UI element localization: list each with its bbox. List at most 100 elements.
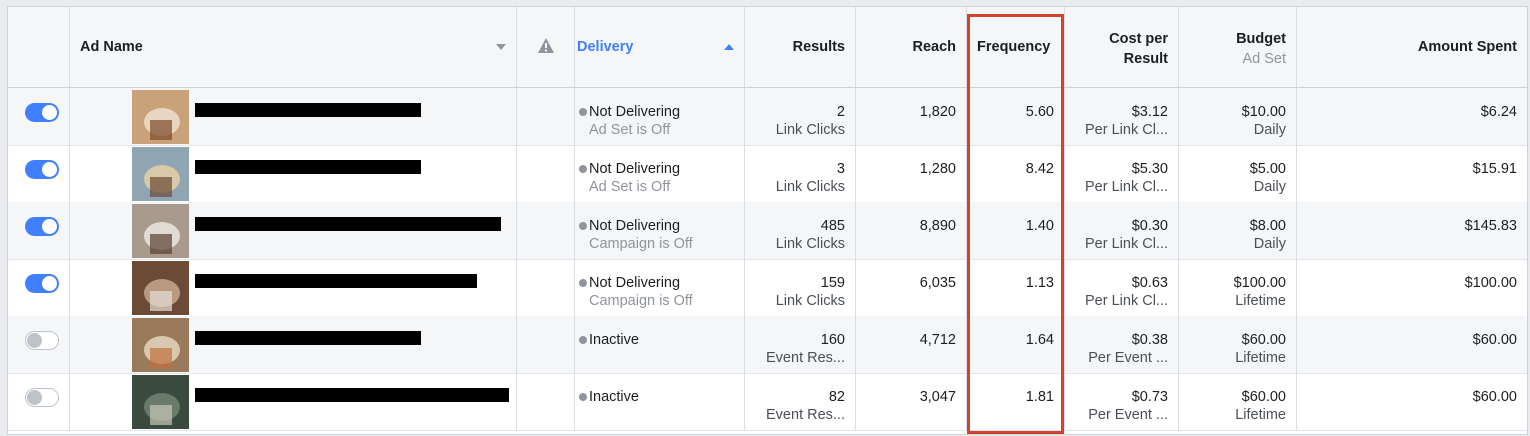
ad-name-cell[interactable] [70,88,517,145]
warning-cell [517,373,575,430]
reach-value: 8,890 [919,218,956,234]
status-dot-icon [579,108,587,116]
delivery-status-label: Not Delivering [589,161,681,177]
redacted-ad-name [195,274,477,288]
header-reach[interactable]: Reach [856,7,967,87]
header-budget-line1: Budget [1236,31,1286,47]
cost-per-result-value: $3.12 Per Link Cl... [1085,103,1168,139]
delivery-status: Not Delivering Ad Set is Off [579,160,681,196]
budget-cell: $60.00 Lifetime [1179,316,1297,373]
table-row[interactable]: Inactive 160 Event Res... 4,712 1.64 $0.… [8,316,1527,374]
cost-per-result-amount: $0.63 [1131,275,1168,291]
cost-per-result-value: $5.30 Per Link Cl... [1085,160,1168,196]
header-budget[interactable]: Budget Ad Set [1179,7,1297,87]
header-frequency[interactable]: Frequency [967,7,1065,87]
redacted-ad-name [195,388,509,402]
budget-value: $60.00 Lifetime [1235,331,1286,367]
cost-per-result-amount: $0.38 [1131,332,1168,348]
cost-per-result-amount: $5.30 [1131,161,1168,177]
cost-per-result-cell: $0.30 Per Link Cl... [1065,202,1179,259]
table-row[interactable]: Not Delivering Ad Set is Off 3 Link Clic… [8,145,1527,203]
frequency-value: 1.81 [1025,389,1054,405]
sort-ascending-icon[interactable] [724,44,734,50]
header-delivery[interactable]: Delivery [575,7,745,87]
budget-type: Daily [1253,236,1286,252]
header-results[interactable]: Results [745,7,856,87]
delivery-status-sub: Ad Set is Off [589,122,671,138]
header-cost-per-result-label: Cost per Result [1109,29,1168,69]
header-reach-label: Reach [912,39,956,55]
cost-per-result-value: $0.38 Per Event ... [1088,331,1168,367]
ad-name-cell[interactable] [70,259,517,316]
header-warning[interactable] [517,7,575,87]
warning-cell [517,316,575,373]
delivery-status-label: Inactive [589,389,639,405]
ad-status-toggle[interactable] [25,217,59,236]
cost-per-result-type: Per Link Cl... [1085,236,1168,252]
ad-thumbnail [132,204,189,258]
budget-cell: $10.00 Daily [1179,88,1297,145]
ad-status-toggle[interactable] [25,274,59,293]
frequency-cell: 1.81 [967,373,1065,430]
header-cpr-line1: Cost per [1109,31,1168,47]
delivery-status-sub: Ad Set is Off [589,179,671,195]
budget-amount: $60.00 [1241,332,1286,348]
table-row[interactable]: Inactive 82 Event Res... 3,047 1.81 $0.7… [8,373,1527,431]
results-value: 485 Link Clicks [776,217,845,253]
header-cost-per-result[interactable]: Cost per Result [1065,7,1179,87]
cost-per-result-amount: $3.12 [1131,104,1168,120]
ad-status-toggle[interactable] [25,160,59,179]
toggle-cell [8,202,70,259]
results-type: Link Clicks [775,179,845,195]
ad-name-cell[interactable] [70,373,517,430]
results-value: 2 Link Clicks [776,103,845,139]
frequency-value: 5.60 [1025,104,1054,120]
results-cell: 485 Link Clicks [745,202,856,259]
chevron-down-icon[interactable] [496,44,506,50]
ad-name-cell[interactable] [70,316,517,373]
frequency-value: 8.42 [1025,161,1054,177]
header-amount-spent[interactable]: Amount Spent [1297,7,1527,87]
frequency-cell: 1.64 [967,316,1065,373]
delivery-status: Inactive [579,388,639,406]
amount-spent-value: $60.00 [1472,332,1517,348]
results-type: Event Res... [766,407,845,423]
table-row[interactable]: Not Delivering Ad Set is Off 2 Link Clic… [8,88,1527,146]
cost-per-result-cell: $0.38 Per Event ... [1065,316,1179,373]
ad-status-toggle[interactable] [25,103,59,122]
header-ad-name[interactable]: Ad Name [70,7,517,87]
amount-spent-value: $145.83 [1464,218,1517,234]
frequency-cell: 1.40 [967,202,1065,259]
frequency-cell: 8.42 [967,145,1065,202]
results-value: 159 Link Clicks [776,274,845,310]
header-ad-name-label: Ad Name [80,39,143,55]
reach-cell: 1,820 [856,88,967,145]
amount-spent-cell: $145.83 [1297,202,1527,259]
table-row[interactable]: Not Delivering Campaign is Off 159 Link … [8,259,1527,317]
delivery-status: Inactive [579,331,639,349]
warning-icon [538,38,554,53]
ad-status-toggle[interactable] [25,388,59,407]
delivery-cell: Inactive [575,316,745,373]
budget-amount: $10.00 [1241,104,1286,120]
results-number: 3 [836,161,845,177]
ad-name-cell[interactable] [70,145,517,202]
status-dot-icon [579,165,587,173]
warning-cell [517,145,575,202]
delivery-status-label: Not Delivering [589,104,681,120]
toggle-cell [8,88,70,145]
budget-amount: $60.00 [1241,389,1286,405]
ad-status-toggle[interactable] [25,331,59,350]
amount-spent-cell: $60.00 [1297,373,1527,430]
results-number: 2 [836,104,845,120]
ad-thumbnail [132,261,189,315]
delivery-status: Not Delivering Campaign is Off [579,217,693,253]
reach-value: 1,820 [919,104,956,120]
amount-spent-value: $15.91 [1472,161,1517,177]
status-dot-icon [579,336,587,344]
amount-spent-cell: $6.24 [1297,88,1527,145]
table-row[interactable]: Not Delivering Campaign is Off 485 Link … [8,202,1527,260]
cost-per-result-value: $0.30 Per Link Cl... [1085,217,1168,253]
budget-value: $8.00 Daily [1250,217,1286,253]
ad-name-cell[interactable] [70,202,517,259]
